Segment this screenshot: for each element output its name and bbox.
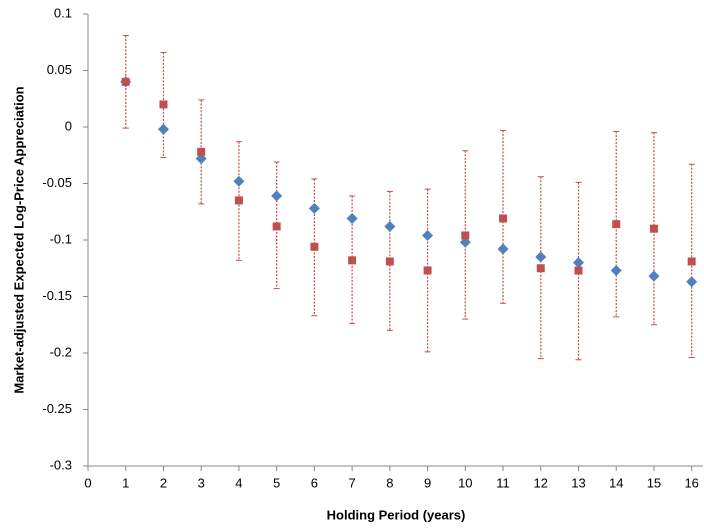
- square-marker: [348, 256, 357, 265]
- x-tick-label: 5: [273, 475, 280, 490]
- y-tick-label: -0.2: [50, 344, 72, 359]
- square-marker: [197, 147, 206, 156]
- diamond-marker: [686, 276, 698, 288]
- diamond-marker: [271, 190, 283, 202]
- x-tick-label: 1: [122, 475, 129, 490]
- x-tick-label: 3: [198, 475, 205, 490]
- x-tick-label: 8: [386, 475, 393, 490]
- x-tick-label: 12: [534, 475, 548, 490]
- x-tick-label: 0: [84, 475, 91, 490]
- square-marker: [536, 264, 545, 273]
- x-tick-label: 14: [609, 475, 623, 490]
- square-marker: [461, 231, 470, 240]
- diamond-marker: [497, 243, 509, 255]
- x-tick-label: 10: [458, 475, 472, 490]
- diamond-marker: [535, 251, 547, 263]
- diamond-marker: [384, 220, 396, 232]
- square-marker: [234, 196, 243, 205]
- diamond-marker: [648, 270, 660, 282]
- y-axis-title: Market-adjusted Expected Log-Price Appre…: [11, 86, 26, 393]
- y-tick-label: -0.3: [50, 457, 72, 472]
- x-tick-label: 2: [160, 475, 167, 490]
- diamond-marker: [308, 202, 320, 214]
- diamond-marker: [610, 265, 622, 277]
- diamond-marker: [195, 153, 207, 165]
- y-tick-label: -0.05: [42, 175, 72, 190]
- x-tick-label: 9: [424, 475, 431, 490]
- diamond-marker: [233, 175, 245, 187]
- diamond-marker: [572, 257, 584, 269]
- diamond-marker: [459, 236, 471, 248]
- diamond-marker: [157, 123, 169, 135]
- x-tick-label: 7: [348, 475, 355, 490]
- y-tick-label: -0.1: [50, 231, 72, 246]
- y-tick-label: 0: [65, 118, 72, 133]
- square-marker: [121, 77, 130, 86]
- square-marker: [272, 222, 281, 231]
- square-marker: [385, 257, 394, 266]
- square-marker: [612, 220, 621, 229]
- square-marker: [499, 214, 508, 223]
- y-tick-label: -0.25: [42, 401, 72, 416]
- y-tick-label: 0.05: [47, 62, 72, 77]
- y-tick-label: 0.1: [54, 5, 72, 20]
- x-tick-label: 15: [647, 475, 661, 490]
- x-tick-label: 13: [571, 475, 585, 490]
- square-marker: [159, 100, 168, 109]
- diamond-marker: [346, 213, 358, 225]
- x-axis-title: Holding Period (years): [327, 507, 466, 522]
- x-tick-label: 11: [496, 475, 510, 490]
- diamond-marker: [422, 229, 434, 241]
- x-tick-label: 16: [684, 475, 698, 490]
- y-tick-label: -0.15: [42, 288, 72, 303]
- square-marker: [423, 266, 432, 275]
- square-marker: [649, 224, 658, 233]
- square-marker: [310, 242, 319, 251]
- x-tick-label: 6: [311, 475, 318, 490]
- square-marker: [687, 257, 696, 266]
- x-tick-label: 4: [235, 475, 242, 490]
- square-marker: [574, 266, 583, 275]
